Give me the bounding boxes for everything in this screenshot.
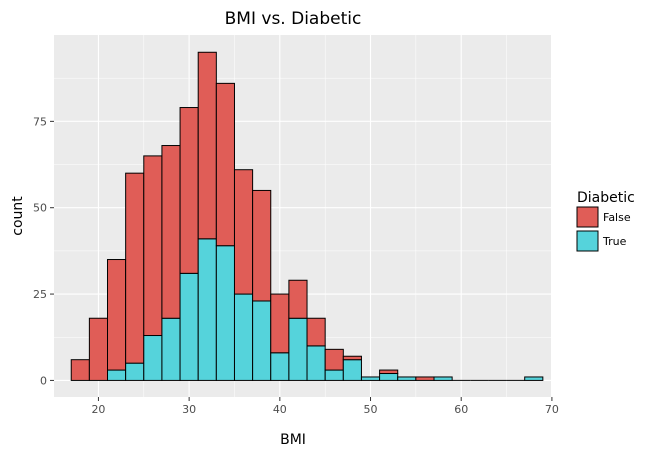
bar-false xyxy=(215,82,235,247)
y-tick-label: 25 xyxy=(33,288,47,301)
bar-false xyxy=(342,355,362,361)
bar-true xyxy=(324,369,344,381)
y-tick-label: 0 xyxy=(40,374,47,387)
bar-false xyxy=(107,259,127,371)
legend-key-false xyxy=(576,206,599,228)
bar-true xyxy=(125,362,145,381)
bar-false xyxy=(306,317,326,347)
legend-key-true xyxy=(576,230,599,252)
bar-false xyxy=(324,348,344,371)
bar-false xyxy=(125,172,145,364)
bar-true xyxy=(233,293,254,381)
bar-true xyxy=(397,376,417,381)
bar-false xyxy=(379,369,399,375)
bar-true xyxy=(306,345,326,381)
x-tick-label: 50 xyxy=(364,403,378,416)
bar-false xyxy=(197,51,217,240)
bar-false xyxy=(179,107,199,274)
bar-true xyxy=(270,352,290,381)
bar-true xyxy=(252,300,272,381)
chart-title: BMI vs. Diabetic xyxy=(225,9,362,29)
bar-true xyxy=(524,376,544,381)
x-tick-label: 30 xyxy=(182,403,196,416)
legend-label-false: False xyxy=(603,211,631,224)
legend-title: Diabetic xyxy=(577,190,635,206)
bar-false xyxy=(161,145,181,319)
bar-true xyxy=(179,272,199,381)
bar-true xyxy=(379,373,399,381)
bar-true xyxy=(288,317,308,381)
bar-false xyxy=(270,293,290,354)
legend: Diabetic False True xyxy=(576,190,635,252)
x-axis-title: BMI xyxy=(280,432,306,448)
y-tick-label: 50 xyxy=(33,202,47,215)
x-tick-label: 70 xyxy=(545,403,559,416)
x-tick-label: 20 xyxy=(91,403,105,416)
bars xyxy=(70,51,544,381)
x-tick-label: 40 xyxy=(273,403,287,416)
bar-false xyxy=(233,169,254,295)
bar-true xyxy=(342,359,362,381)
bar-true xyxy=(197,238,217,381)
x-tick-label: 60 xyxy=(454,403,468,416)
bar-true xyxy=(433,376,453,381)
bar-false xyxy=(252,189,272,302)
bar-false xyxy=(143,155,163,337)
bar-false xyxy=(288,279,308,319)
bar-true xyxy=(143,335,163,381)
bar-true xyxy=(360,376,381,381)
y-axis: 0 25 50 75 xyxy=(33,115,54,387)
bar-true xyxy=(161,317,181,381)
y-axis-title: count xyxy=(10,196,26,236)
bar-true xyxy=(215,245,235,381)
bar-true xyxy=(107,369,127,381)
bar-false xyxy=(88,317,109,381)
legend-label-true: True xyxy=(602,235,627,248)
y-tick-label: 75 xyxy=(33,115,47,128)
x-axis: 20 30 40 50 60 70 xyxy=(91,397,559,416)
bar-false xyxy=(70,359,90,381)
bar-false xyxy=(415,376,435,381)
